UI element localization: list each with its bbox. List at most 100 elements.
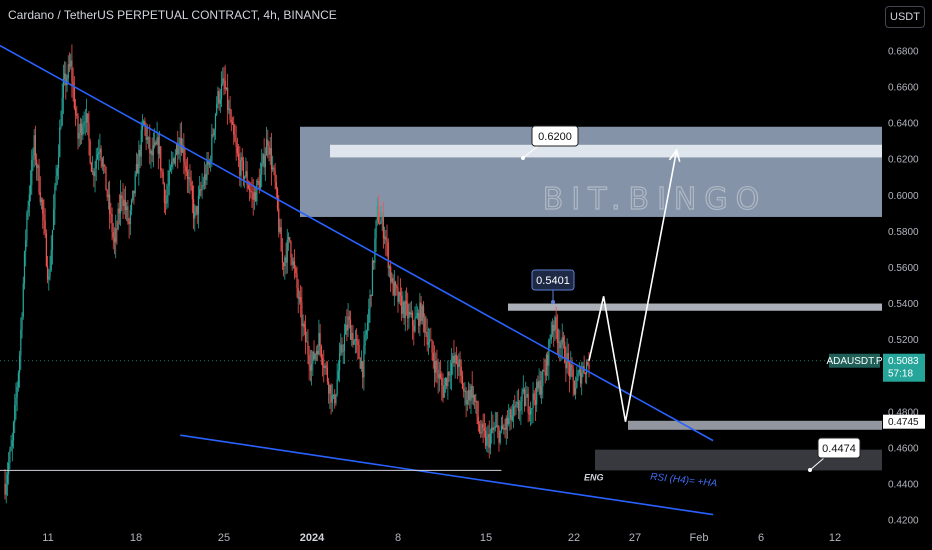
price-label-0.5401[interactable]: 0.5401: [531, 269, 575, 304]
candle-body: [269, 147, 271, 155]
candle-body: [263, 154, 265, 168]
candle-body: [303, 323, 305, 328]
candle-body: [292, 261, 294, 265]
candle-body: [106, 190, 108, 198]
candle-body: [532, 393, 534, 408]
candle-body: [380, 220, 382, 224]
candle-body: [343, 334, 346, 351]
candle-body: [258, 180, 260, 189]
candle-body: [219, 98, 221, 104]
price-label-0.6200[interactable]: 0.6200: [521, 125, 579, 160]
candle-body: [89, 140, 91, 164]
candle-body: [424, 317, 426, 333]
candle-body: [460, 366, 462, 376]
candle-body: [436, 360, 438, 370]
candle-body: [388, 266, 391, 269]
candle-body: [544, 371, 546, 376]
candle-body: [129, 210, 131, 225]
candle-body: [565, 362, 567, 369]
candle-body: [238, 153, 240, 161]
watermark-text: BIT.BINGO: [543, 182, 767, 217]
lower-trendline[interactable]: [180, 434, 714, 516]
candle-body: [573, 380, 575, 395]
candle-body: [556, 329, 558, 343]
projection-arrowhead: [668, 148, 681, 163]
candle-body: [369, 295, 371, 310]
candle-body: [443, 385, 445, 398]
candle-body: [560, 344, 562, 349]
callout-box: [531, 125, 579, 147]
candle-body: [56, 168, 58, 176]
candle-body: [82, 127, 84, 136]
candle-body: [278, 208, 280, 232]
candle-body: [284, 257, 286, 267]
candle-body: [363, 345, 365, 378]
candle-body: [175, 144, 178, 155]
candle-body: [433, 360, 436, 373]
candle-body: [438, 373, 440, 379]
candle-body: [588, 364, 590, 369]
candle-body: [184, 161, 186, 167]
price-label-0.4474[interactable]: 0.4474: [808, 437, 861, 472]
candle-body: [199, 189, 201, 196]
candle-body: [78, 132, 80, 139]
price-axis-bg: [882, 0, 932, 550]
candle-body: [519, 410, 521, 412]
candle-body: [341, 344, 343, 352]
candle-body: [393, 281, 395, 296]
candle-body: [450, 363, 453, 375]
candle-body: [429, 339, 431, 343]
candle-body: [506, 418, 509, 424]
candle-body: [470, 385, 472, 401]
candle-body: [100, 148, 102, 159]
candle-body: [141, 125, 144, 131]
candle-body: [49, 270, 51, 277]
candle-body: [530, 408, 532, 415]
candle-body: [127, 206, 129, 222]
candle-body: [540, 386, 543, 395]
candle-body: [43, 213, 45, 221]
candle-body: [481, 423, 483, 434]
candle-body: [430, 339, 432, 341]
candle-body: [306, 341, 308, 343]
candle-body: [173, 158, 175, 164]
y-tick-label: 0.5800: [888, 227, 919, 238]
candle-body: [480, 432, 482, 434]
candle-body: [346, 324, 348, 331]
currency-button[interactable]: USDT: [885, 6, 925, 28]
candle-body: [533, 393, 535, 400]
candle-body: [465, 390, 467, 405]
candle-body: [177, 144, 179, 155]
candle-body: [467, 389, 470, 401]
candle-body: [413, 325, 415, 332]
candle-body: [145, 126, 147, 140]
candle-body: [195, 206, 197, 212]
candle-body: [390, 266, 392, 283]
candle-body: [21, 316, 23, 330]
candle-body: [295, 268, 297, 274]
candle-body: [28, 194, 30, 207]
candle-body: [365, 330, 367, 335]
candle-body: [410, 312, 412, 315]
upper-trendline[interactable]: [0, 44, 714, 442]
candle-body: [155, 142, 157, 145]
candle-body: [203, 174, 206, 185]
candle-body: [280, 227, 282, 252]
candle-body: [487, 434, 489, 438]
candle-body: [304, 327, 307, 343]
candle-body: [348, 316, 350, 320]
y-tick-label: 0.6600: [888, 83, 919, 94]
candle-body: [466, 400, 468, 405]
candle-body: [337, 370, 339, 380]
callout-text: 0.4474: [822, 443, 856, 455]
candle-body: [387, 242, 389, 269]
candle-body: [545, 354, 548, 376]
candle-body: [224, 80, 226, 90]
callout-anchor: [808, 468, 812, 472]
candle-body: [492, 427, 494, 430]
candle-body: [448, 371, 450, 376]
candle-body: [562, 337, 565, 342]
candle-body: [356, 339, 358, 341]
candle-body: [39, 192, 41, 203]
